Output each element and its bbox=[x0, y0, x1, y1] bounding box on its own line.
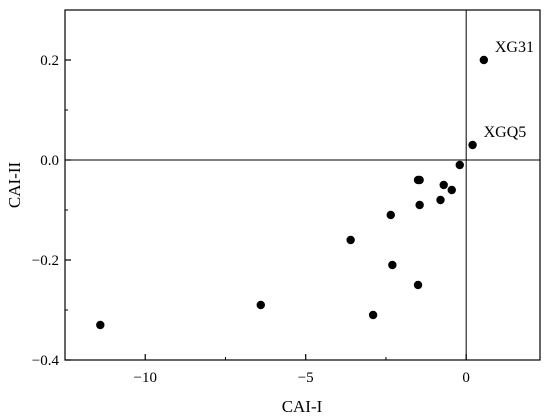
data-point bbox=[368, 310, 378, 320]
data-point bbox=[415, 200, 424, 210]
point-annotations: XG31 XGQ5 bbox=[484, 39, 534, 141]
x-tick-label: −5 bbox=[298, 370, 314, 386]
point-annotation: XG31 bbox=[495, 39, 534, 56]
reference-lines bbox=[65, 10, 540, 360]
data-point bbox=[386, 210, 395, 220]
y-axis-title: CAI-II bbox=[5, 162, 24, 209]
x-axis-title: CAI-I bbox=[282, 397, 323, 416]
data-point bbox=[479, 55, 489, 65]
plot-area bbox=[64, 9, 541, 361]
y-axis-ticks: −0.4 −0.2 0.0 0.2 bbox=[32, 53, 71, 369]
data-point bbox=[455, 160, 464, 170]
plot-frame bbox=[64, 9, 541, 361]
data-point bbox=[447, 185, 456, 195]
y-tick-label: −0.4 bbox=[32, 353, 60, 369]
y-tick-label: −0.2 bbox=[32, 253, 59, 269]
data-points bbox=[96, 55, 489, 330]
data-point bbox=[415, 175, 424, 185]
data-point bbox=[413, 280, 423, 290]
x-axis-ticks: −10 −5 0 bbox=[64, 354, 470, 386]
data-point bbox=[388, 260, 397, 270]
data-point bbox=[468, 140, 477, 150]
x-tick-label: 0 bbox=[462, 370, 470, 386]
data-point bbox=[436, 195, 445, 205]
y-tick-label: 0.0 bbox=[40, 153, 59, 169]
point-annotation: XGQ5 bbox=[484, 124, 527, 141]
x-tick-label: −10 bbox=[134, 370, 157, 386]
y-tick-label: 0.2 bbox=[40, 53, 59, 69]
data-point bbox=[346, 235, 355, 245]
data-point bbox=[439, 180, 448, 190]
data-point bbox=[96, 320, 105, 330]
data-point bbox=[256, 300, 265, 310]
